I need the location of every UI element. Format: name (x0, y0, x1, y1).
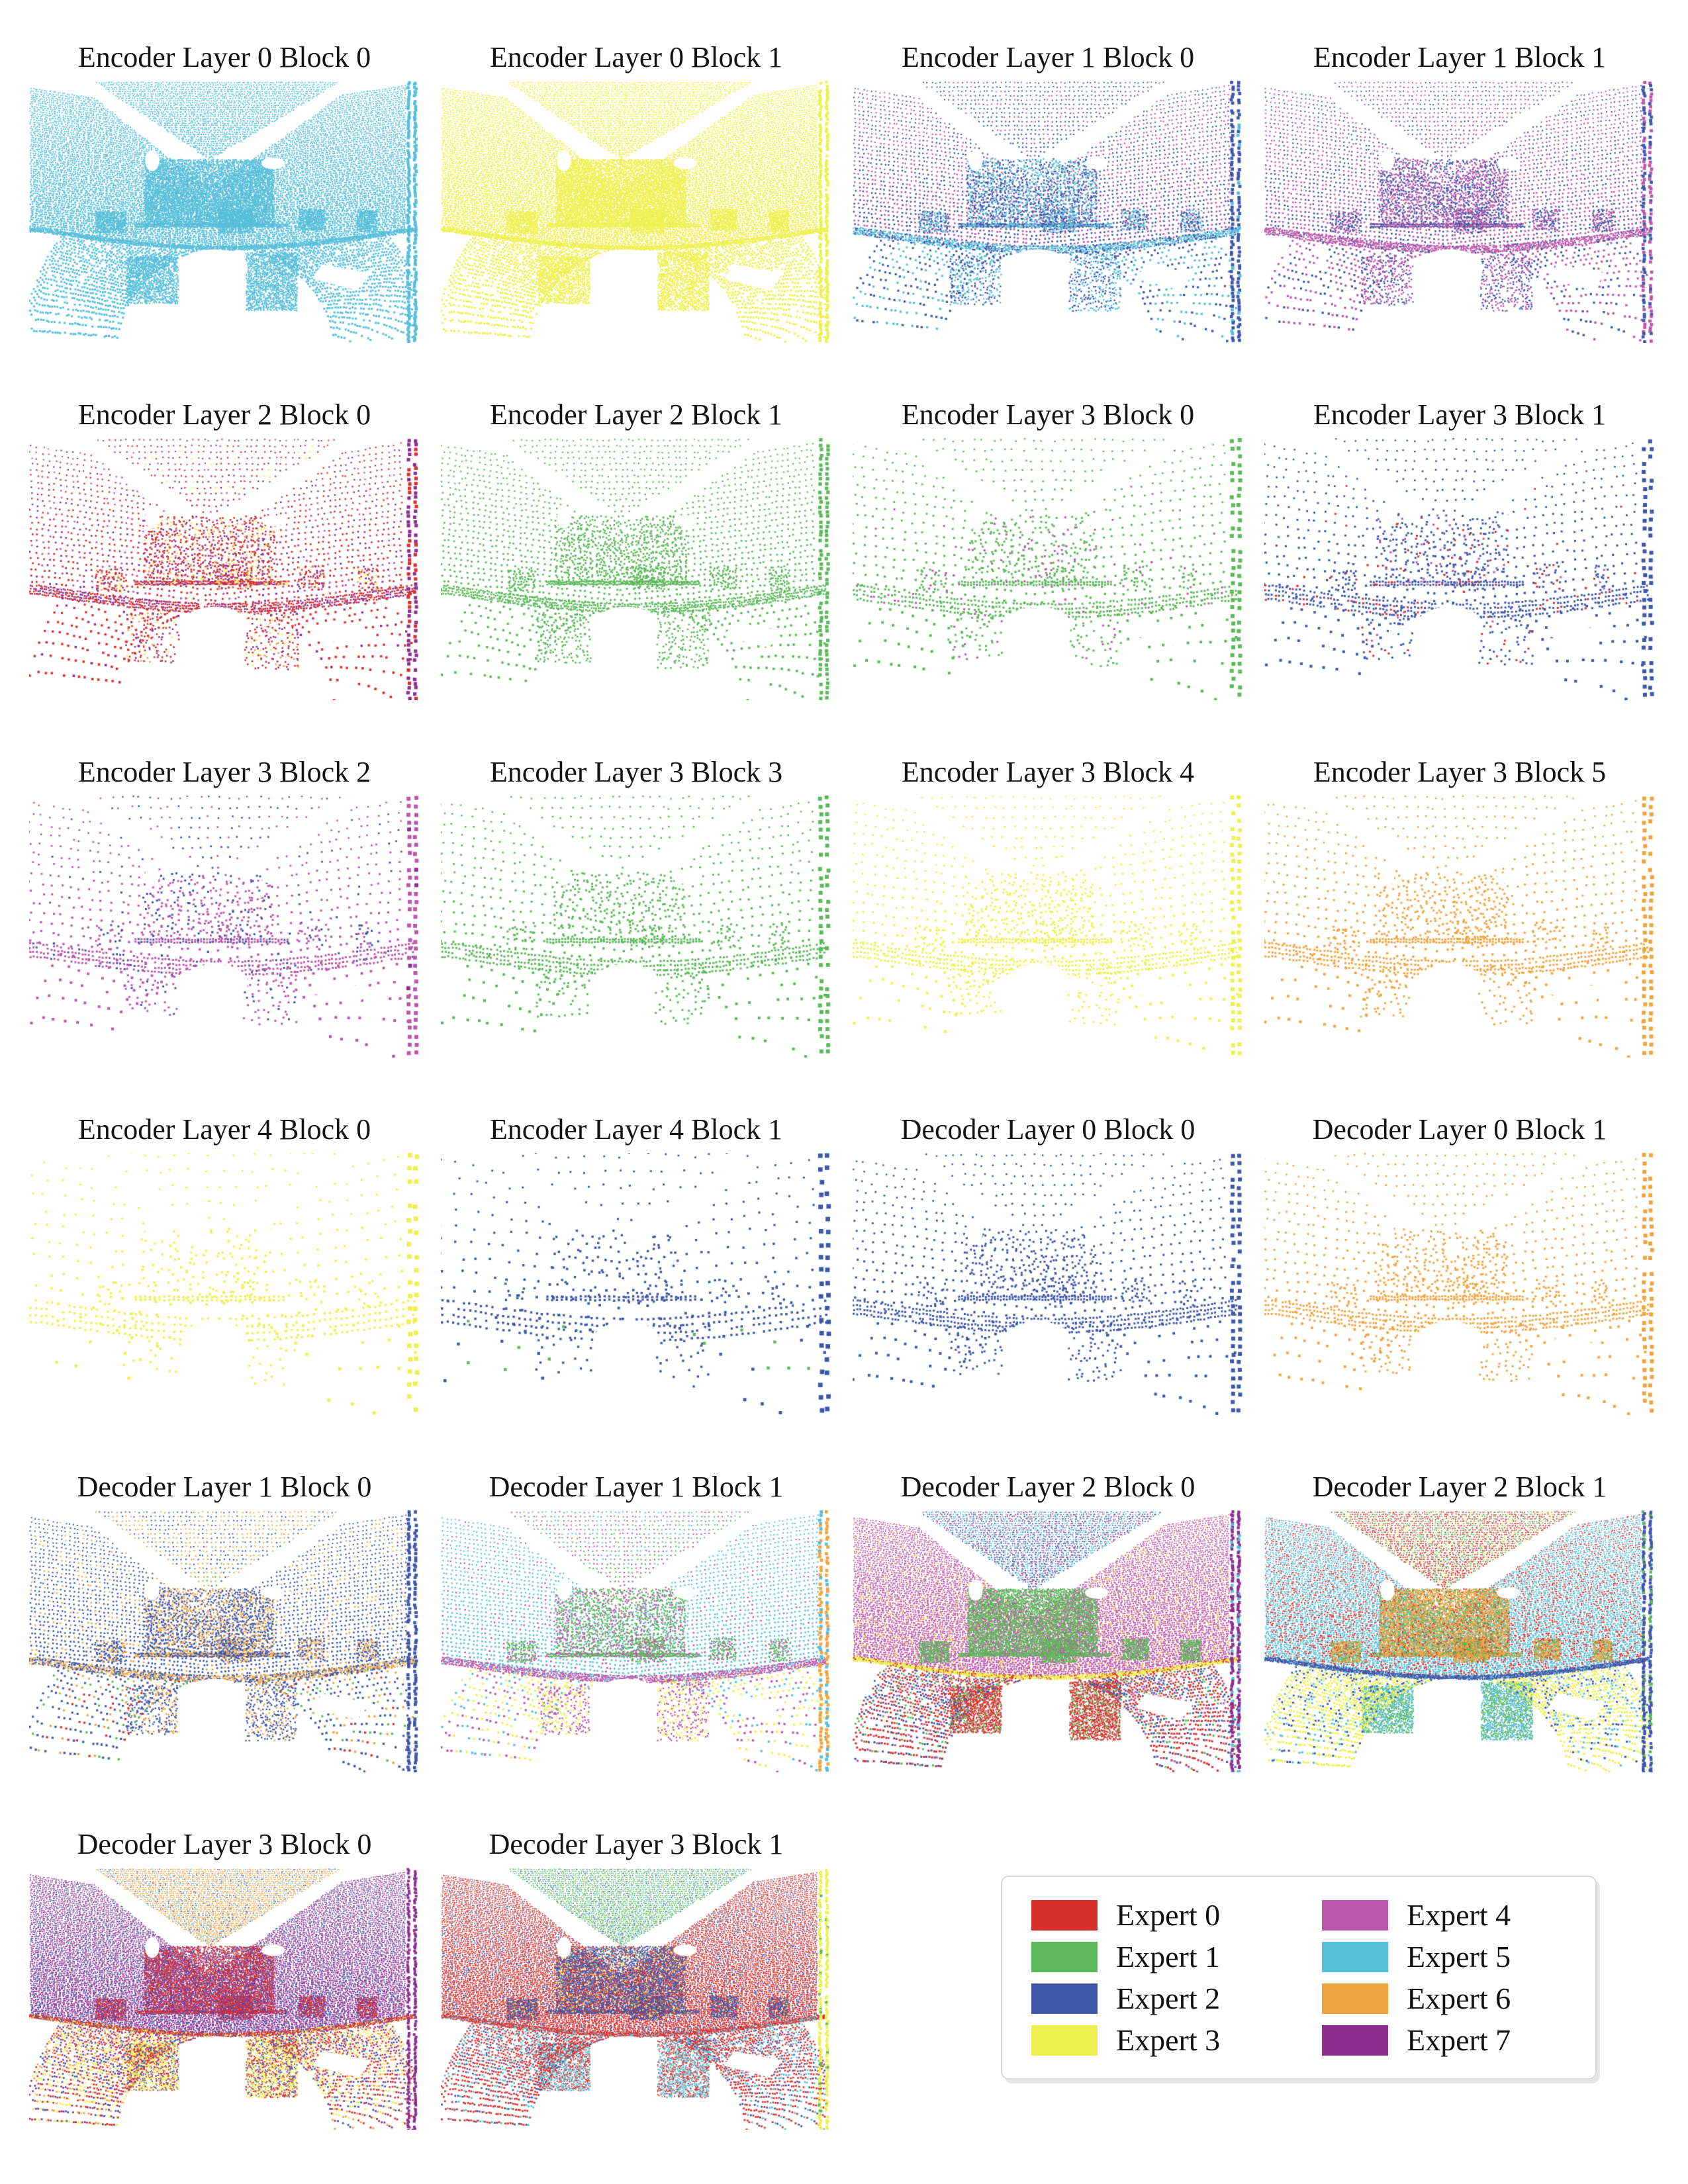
pointcloud-canvas (853, 1153, 1243, 1415)
panel: Decoder Layer 2 Block 0 (853, 1468, 1243, 1772)
pointcloud-canvas (1264, 1510, 1655, 1772)
legend-entries: Expert 0 Expert 1 Expert 2 Expert 3 Expert 4… (1031, 1894, 1566, 2061)
pointcloud-canvas (853, 81, 1243, 343)
panel: Encoder Layer 3 Block 2 (29, 753, 420, 1058)
legend-swatch (1031, 1941, 1098, 1972)
legend-swatch (1322, 2025, 1388, 2056)
panel: Decoder Layer 0 Block 0 (853, 1111, 1243, 1415)
legend-swatch (1031, 1983, 1098, 2014)
panel-title: Decoder Layer 0 Block 0 (900, 1113, 1196, 1146)
pointcloud-canvas (853, 796, 1243, 1058)
panel: Decoder Layer 0 Block 1 (1264, 1111, 1655, 1415)
legend-label: Expert 7 (1407, 2023, 1511, 2057)
pointcloud-canvas (441, 1153, 831, 1415)
pointcloud-canvas (441, 438, 831, 700)
pointcloud-canvas (441, 1868, 831, 2130)
legend-label: Expert 1 (1116, 1939, 1221, 1974)
legend-entry: Expert 0 (1031, 1894, 1276, 1936)
pointcloud-canvas (441, 1510, 831, 1772)
pointcloud-canvas (29, 796, 420, 1058)
legend-entry: Expert 6 (1322, 1978, 1566, 2019)
panel-title: Decoder Layer 1 Block 0 (77, 1471, 372, 1503)
panel: Encoder Layer 1 Block 0 (853, 38, 1243, 343)
legend-swatch (1322, 1899, 1388, 1931)
panel-title: Encoder Layer 3 Block 3 (489, 756, 783, 788)
legend-swatch (1031, 1899, 1098, 1931)
pointcloud-canvas (29, 1153, 420, 1415)
legend-entry: Expert 4 (1322, 1894, 1566, 1936)
panel-title: Encoder Layer 3 Block 5 (1313, 756, 1607, 788)
pointcloud-canvas (441, 796, 831, 1058)
panel: Encoder Layer 4 Block 1 (441, 1111, 831, 1415)
panel-title: Encoder Layer 4 Block 1 (489, 1113, 783, 1146)
panel: Decoder Layer 1 Block 0 (29, 1468, 420, 1772)
panel-title: Encoder Layer 2 Block 0 (77, 398, 371, 431)
panel: Encoder Layer 1 Block 1 (1264, 38, 1655, 343)
legend-label: Expert 4 (1407, 1897, 1511, 1932)
pointcloud-canvas (853, 438, 1243, 700)
panel-title: Encoder Layer 0 Block 0 (77, 41, 371, 73)
panel-title: Encoder Layer 3 Block 2 (77, 756, 371, 788)
panel-title: Encoder Layer 1 Block 0 (901, 41, 1195, 73)
legend-label: Expert 5 (1407, 1939, 1511, 1974)
pointcloud-canvas (29, 81, 420, 343)
legend-entry: Expert 7 (1322, 2019, 1566, 2061)
panel: Encoder Layer 3 Block 1 (1264, 396, 1655, 700)
panel-title: Decoder Layer 2 Block 0 (900, 1471, 1196, 1503)
panel-title: Encoder Layer 3 Block 0 (901, 398, 1195, 431)
panel-title: Decoder Layer 0 Block 1 (1312, 1113, 1607, 1146)
panel-title: Decoder Layer 3 Block 1 (489, 1828, 784, 1860)
panel-title: Encoder Layer 4 Block 0 (77, 1113, 371, 1146)
legend-swatch (1322, 1983, 1388, 2014)
panel-title: Decoder Layer 3 Block 0 (77, 1828, 372, 1860)
panel: Decoder Layer 2 Block 1 (1264, 1468, 1655, 1772)
pointcloud-canvas (441, 81, 831, 343)
panel: Encoder Layer 2 Block 1 (441, 396, 831, 700)
legend-entry: Expert 5 (1322, 1936, 1566, 1978)
panel-title: Encoder Layer 3 Block 1 (1313, 398, 1607, 431)
legend-label: Expert 6 (1407, 1981, 1511, 2015)
panel: Decoder Layer 3 Block 0 (29, 1825, 420, 2130)
legend-label: Expert 0 (1116, 1897, 1221, 1932)
pointcloud-canvas (1264, 1153, 1655, 1415)
legend-entry: Expert 3 (1031, 2019, 1276, 2061)
legend-label: Expert 3 (1116, 2023, 1221, 2057)
panel: Encoder Layer 0 Block 1 (441, 38, 831, 343)
panel: Decoder Layer 1 Block 1 (441, 1468, 831, 1772)
panel-title: Encoder Layer 0 Block 1 (489, 41, 783, 73)
panel: Encoder Layer 0 Block 0 (29, 38, 420, 343)
panel: Encoder Layer 3 Block 0 (853, 396, 1243, 700)
panel-title: Encoder Layer 3 Block 4 (901, 756, 1195, 788)
panel: Decoder Layer 3 Block 1 (441, 1825, 831, 2130)
panel: Encoder Layer 3 Block 3 (441, 753, 831, 1058)
panel: Encoder Layer 3 Block 4 (853, 753, 1243, 1058)
legend-entry: Expert 1 (1031, 1936, 1276, 1978)
pointcloud-canvas (29, 1510, 420, 1772)
panel-title: Encoder Layer 1 Block 1 (1313, 41, 1607, 73)
legend-swatch (1322, 1941, 1388, 1972)
pointcloud-canvas (1264, 81, 1655, 343)
legend-entry: Expert 2 (1031, 1978, 1276, 2019)
panel: Encoder Layer 4 Block 0 (29, 1111, 420, 1415)
pointcloud-canvas (29, 438, 420, 700)
pointcloud-canvas (1264, 438, 1655, 700)
pointcloud-canvas (1264, 796, 1655, 1058)
legend-label: Expert 2 (1116, 1981, 1221, 2015)
pointcloud-canvas (29, 1868, 420, 2130)
panel-title: Encoder Layer 2 Block 1 (489, 398, 783, 431)
legend: Expert 0 Expert 1 Expert 2 Expert 3 Expert 4… (1001, 1876, 1597, 2079)
panel: Encoder Layer 3 Block 5 (1264, 753, 1655, 1058)
panel-title: Decoder Layer 2 Block 1 (1312, 1471, 1607, 1503)
panel: Encoder Layer 2 Block 0 (29, 396, 420, 700)
panel-title: Decoder Layer 1 Block 1 (489, 1471, 784, 1503)
legend-swatch (1031, 2025, 1098, 2056)
pointcloud-canvas (853, 1510, 1243, 1772)
